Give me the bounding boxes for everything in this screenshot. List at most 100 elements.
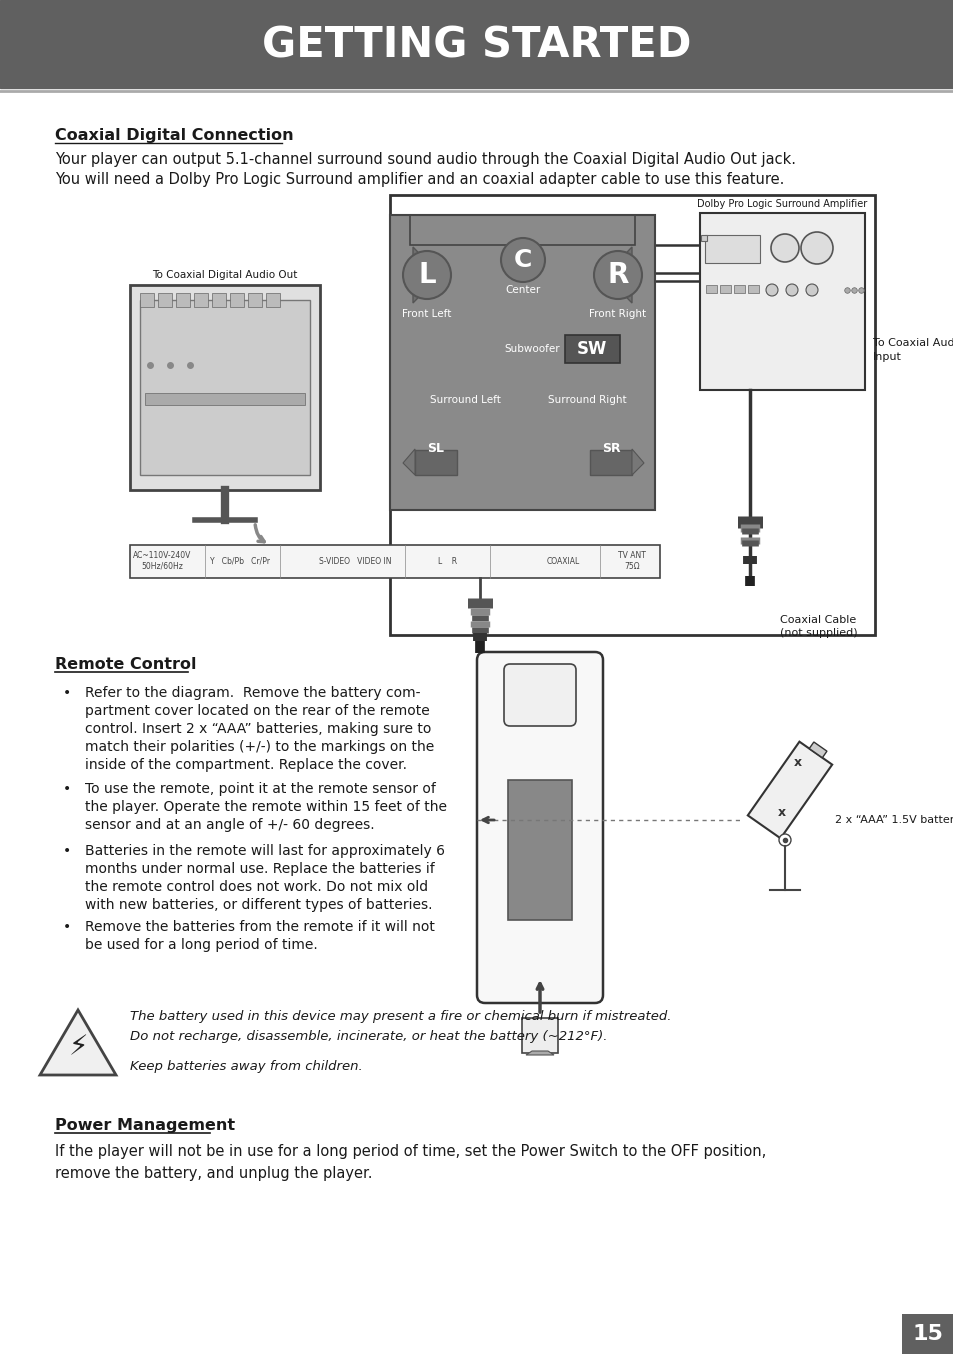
Text: remove the battery, and unplug the player.: remove the battery, and unplug the playe… xyxy=(55,1166,372,1181)
Bar xyxy=(140,301,310,475)
Text: partment cover located on the rear of the remote: partment cover located on the rear of th… xyxy=(85,704,429,718)
Text: Surround Right: Surround Right xyxy=(547,395,626,405)
FancyBboxPatch shape xyxy=(503,663,576,726)
Bar xyxy=(564,334,619,363)
Text: the remote control does not work. Do not mix old: the remote control does not work. Do not… xyxy=(85,880,428,894)
Text: months under normal use. Replace the batteries if: months under normal use. Replace the bat… xyxy=(85,862,435,876)
Text: C: C xyxy=(514,248,532,272)
Text: SL: SL xyxy=(427,443,444,455)
Text: Dolby Pro Logic Surround Amplifier: Dolby Pro Logic Surround Amplifier xyxy=(697,199,866,209)
Text: Surround Left: Surround Left xyxy=(430,395,500,405)
Bar xyxy=(175,292,190,307)
Bar xyxy=(266,292,280,307)
Bar xyxy=(212,292,226,307)
Text: If the player will not be in use for a long period of time, set the Power Switch: If the player will not be in use for a l… xyxy=(55,1144,765,1159)
Bar xyxy=(130,284,319,490)
Bar xyxy=(130,546,659,578)
Text: 15: 15 xyxy=(912,1324,943,1345)
Text: •: • xyxy=(63,783,71,796)
Text: To Coaxial Digital Audio Out: To Coaxial Digital Audio Out xyxy=(152,269,297,280)
Text: Y   Cb/Pb   Cr/Pr: Y Cb/Pb Cr/Pr xyxy=(210,556,270,566)
Bar xyxy=(390,215,655,510)
Text: L: L xyxy=(417,261,436,288)
Polygon shape xyxy=(747,742,831,838)
Circle shape xyxy=(785,284,797,297)
Text: with new batteries, or different types of batteries.: with new batteries, or different types o… xyxy=(85,898,432,913)
Text: Keep batteries away from children.: Keep batteries away from children. xyxy=(130,1060,362,1072)
Polygon shape xyxy=(631,450,643,475)
Bar xyxy=(705,284,717,292)
Text: Power Management: Power Management xyxy=(55,1118,234,1133)
Polygon shape xyxy=(40,1010,116,1075)
Circle shape xyxy=(594,250,641,299)
Bar xyxy=(248,292,262,307)
Text: 2 x “AAA” 1.5V batteries: 2 x “AAA” 1.5V batteries xyxy=(834,815,953,825)
Text: Front Right: Front Right xyxy=(589,309,646,320)
Text: You will need a Dolby Pro Logic Surround amplifier and an coaxial adapter cable : You will need a Dolby Pro Logic Surround… xyxy=(55,172,783,187)
FancyBboxPatch shape xyxy=(476,653,602,1003)
Bar xyxy=(720,284,730,292)
Bar xyxy=(193,292,208,307)
Text: x: x xyxy=(777,806,785,819)
Text: •: • xyxy=(63,686,71,700)
Circle shape xyxy=(779,834,790,846)
Bar xyxy=(140,292,153,307)
Text: SR: SR xyxy=(601,443,619,455)
Bar xyxy=(145,393,305,405)
Bar xyxy=(521,1018,558,1053)
Bar xyxy=(747,284,759,292)
Polygon shape xyxy=(413,246,439,303)
Text: Center: Center xyxy=(505,284,540,295)
Circle shape xyxy=(801,232,832,264)
Polygon shape xyxy=(808,742,826,758)
Text: AC~110V-240V
50Hz/60Hz: AC~110V-240V 50Hz/60Hz xyxy=(132,551,191,570)
Text: Coaxial Digital Connection: Coaxial Digital Connection xyxy=(55,129,294,144)
Text: R: R xyxy=(607,261,628,288)
Text: Remove the batteries from the remote if it will not: Remove the batteries from the remote if … xyxy=(85,919,435,934)
Text: Do not recharge, disassemble, incinerate, or heat the battery (~212°F).: Do not recharge, disassemble, incinerate… xyxy=(130,1030,607,1043)
Text: Coaxial Cable
(not supplied): Coaxial Cable (not supplied) xyxy=(780,615,857,638)
Bar xyxy=(390,195,874,635)
Circle shape xyxy=(770,234,799,263)
Text: TV ANT
75Ω: TV ANT 75Ω xyxy=(618,551,645,570)
Circle shape xyxy=(805,284,817,297)
Text: GETTING STARTED: GETTING STARTED xyxy=(262,24,691,66)
Bar xyxy=(700,213,864,390)
Circle shape xyxy=(402,250,451,299)
Text: ⚡: ⚡ xyxy=(69,1033,88,1062)
Text: inside of the compartment. Replace the cover.: inside of the compartment. Replace the c… xyxy=(85,758,407,772)
Text: be used for a long period of time.: be used for a long period of time. xyxy=(85,938,317,952)
Text: Your player can output 5.1-channel surround sound audio through the Coaxial Digi: Your player can output 5.1-channel surro… xyxy=(55,152,795,167)
Text: match their polarities (+/-) to the markings on the: match their polarities (+/-) to the mark… xyxy=(85,741,434,754)
Text: Subwoofer: Subwoofer xyxy=(504,344,559,353)
Text: the player. Operate the remote within 15 feet of the: the player. Operate the remote within 15… xyxy=(85,800,447,814)
Bar xyxy=(704,236,760,263)
Text: S-VIDEO   VIDEO IN: S-VIDEO VIDEO IN xyxy=(318,556,391,566)
Text: •: • xyxy=(63,844,71,858)
Text: Front Left: Front Left xyxy=(402,309,451,320)
Bar xyxy=(0,0,953,88)
Text: Batteries in the remote will last for approximately 6: Batteries in the remote will last for ap… xyxy=(85,844,444,858)
Bar xyxy=(589,450,631,475)
Text: The battery used in this device may present a fire or chemical burn if mistreate: The battery used in this device may pres… xyxy=(130,1010,671,1024)
Text: L    R: L R xyxy=(438,556,457,566)
Text: COAXIAL: COAXIAL xyxy=(546,556,579,566)
Bar xyxy=(415,450,456,475)
Text: Remote Control: Remote Control xyxy=(55,657,196,672)
Text: •: • xyxy=(63,919,71,934)
Text: To Coaxial Audio
Input: To Coaxial Audio Input xyxy=(872,338,953,362)
Text: x: x xyxy=(793,756,801,769)
Polygon shape xyxy=(402,450,415,475)
Text: control. Insert 2 x “AAA” batteries, making sure to: control. Insert 2 x “AAA” batteries, mak… xyxy=(85,722,431,737)
Text: To use the remote, point it at the remote sensor of: To use the remote, point it at the remot… xyxy=(85,783,436,796)
Bar xyxy=(901,1313,953,1354)
Bar xyxy=(158,292,172,307)
Text: sensor and at an angle of +/- 60 degrees.: sensor and at an angle of +/- 60 degrees… xyxy=(85,818,375,831)
Bar xyxy=(410,215,635,245)
Circle shape xyxy=(765,284,778,297)
Text: SW: SW xyxy=(577,340,606,357)
Bar xyxy=(230,292,244,307)
Circle shape xyxy=(500,238,544,282)
Polygon shape xyxy=(525,1051,554,1055)
Bar xyxy=(507,780,572,919)
